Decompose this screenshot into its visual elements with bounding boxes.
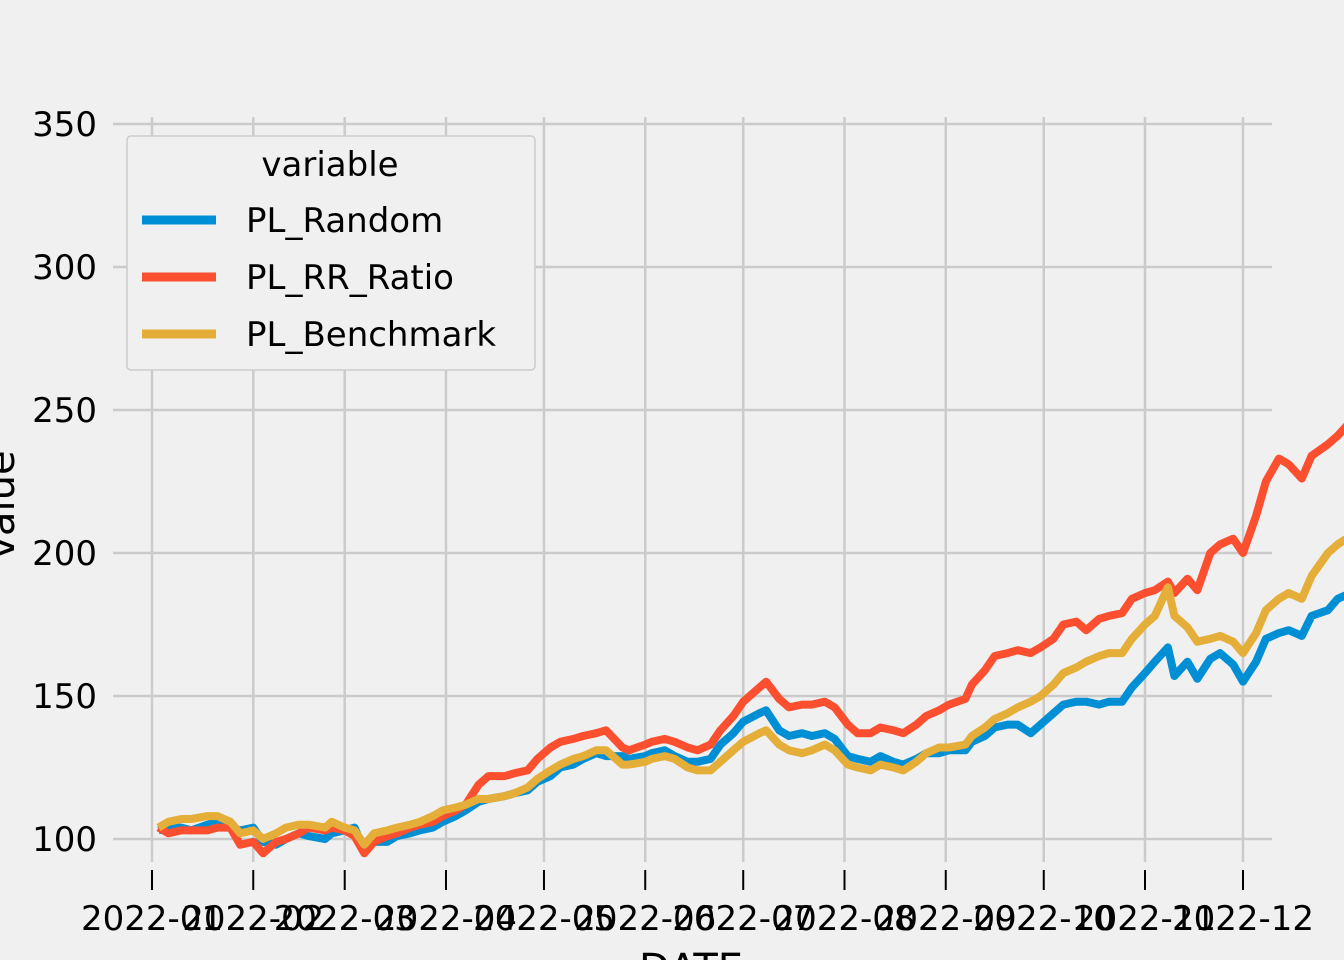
y-tick-label: 150 <box>32 677 97 717</box>
series-line-pl-benchmark <box>156 535 1344 849</box>
legend: variable PL_Random PL_RR_Ratio PL_Benchmar… <box>126 135 536 371</box>
x-tick-label: 2022-11 <box>1074 899 1216 939</box>
y-tick-label: 200 <box>32 534 97 574</box>
x-tick-label: 2022-06 <box>574 899 716 939</box>
legend-label: PL_Random <box>246 201 443 241</box>
series-line-pl-random <box>157 591 1344 855</box>
y-tick-label: 350 <box>32 105 97 145</box>
y-tick-label: 300 <box>32 248 97 288</box>
x-tick-label: 2022-02 <box>182 899 324 939</box>
y-tick-label: 100 <box>32 820 97 860</box>
x-tick-label: 2022-08 <box>773 899 915 939</box>
legend-items: PL_Random PL_RR_Ratio PL_Benchmark <box>142 201 496 355</box>
x-tick-label: 2022-03 <box>274 899 416 939</box>
x-tick-label: 2022-04 <box>375 899 517 939</box>
y-axis-title: value <box>0 450 24 559</box>
series-line-pl-rr-ratio <box>156 422 1344 858</box>
x-axis-title: DATE <box>639 946 743 960</box>
legend-box <box>126 135 536 371</box>
grid-lines <box>113 117 1272 862</box>
legend-label: PL_Benchmark <box>246 315 496 355</box>
x-tick-label: 2022-05 <box>473 899 615 939</box>
y-axis-ticks: 100 150 200 250 300 350 <box>32 105 97 860</box>
x-tick-label: 2022-10 <box>973 899 1115 939</box>
series-lines <box>156 422 1344 858</box>
x-tick-label: 2022-01 <box>81 899 223 939</box>
y-tick-label: 250 <box>32 391 97 431</box>
x-tick-label: 2022-09 <box>875 899 1017 939</box>
x-axis-ticks: 2022-012022-022022-032022-042022-052022-… <box>81 870 1314 939</box>
x-tick-label: 2022-12 <box>1172 899 1314 939</box>
legend-label: PL_RR_Ratio <box>246 258 454 298</box>
x-tick-label: 2022-07 <box>672 899 814 939</box>
legend-title: variable <box>261 145 398 185</box>
